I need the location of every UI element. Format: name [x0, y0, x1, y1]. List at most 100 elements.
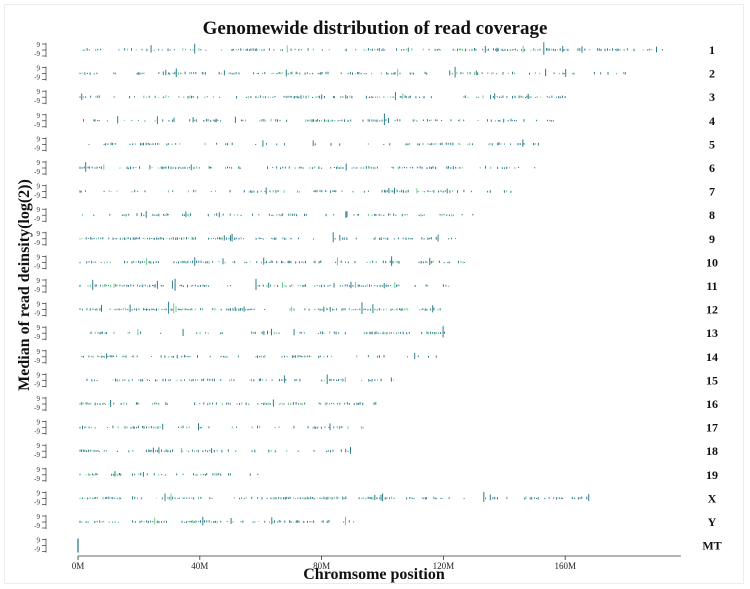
- chromosome-label: 17: [706, 421, 718, 435]
- chromosome-track-19: 9-9 19: [34, 466, 718, 483]
- y-tick-label: 9: [37, 112, 41, 120]
- chromosome-track-6: 9-9 6: [34, 159, 715, 176]
- y-tick-label: 9: [37, 442, 41, 450]
- y-tick-label: -9: [34, 121, 40, 129]
- y-tick-label: -9: [34, 404, 40, 412]
- y-tick-label: 9: [37, 135, 41, 143]
- chromosome-track-x: 9-9 X: [34, 489, 717, 506]
- y-tick-label: 9: [37, 183, 41, 191]
- y-tick-label: 9: [37, 277, 41, 285]
- y-tick-label: 9: [37, 489, 41, 497]
- chromosome-track-10: 9-9 10: [34, 253, 718, 270]
- y-tick-label: -9: [34, 333, 40, 341]
- x-tick-label: 160M: [554, 561, 576, 571]
- y-tick-label: 9: [37, 88, 41, 96]
- chromosome-label: 9: [709, 232, 715, 246]
- y-tick-label: -9: [34, 498, 40, 506]
- y-tick-label: -9: [34, 357, 40, 365]
- chromosome-label: 10: [706, 255, 718, 269]
- y-tick-label: -9: [34, 451, 40, 459]
- chromosome-track-12: 9-9 12: [34, 301, 718, 318]
- x-tick-label: 40M: [191, 561, 208, 571]
- y-tick-label: -9: [34, 546, 40, 554]
- chromosome-track-8: 9-9 8: [34, 206, 715, 223]
- chromosome-track-15: 9-9 15: [34, 371, 718, 388]
- chromosome-track-y: 9-9 Y: [34, 513, 717, 530]
- y-tick-label: 9: [37, 159, 41, 167]
- chromosome-label: X: [708, 491, 717, 505]
- chromosome-track-9: 9-9 9: [34, 230, 715, 247]
- y-tick-label: 9: [37, 206, 41, 214]
- y-tick-label: 9: [37, 466, 41, 474]
- y-tick-label: 9: [37, 253, 41, 261]
- chart-border: [4, 4, 744, 584]
- chromosome-track-17: 9-9 17: [34, 419, 718, 436]
- y-tick-label: 9: [37, 395, 41, 403]
- y-tick-label: 9: [37, 65, 41, 73]
- chromosome-track-4: 9-9 4: [34, 112, 715, 129]
- y-tick-label: -9: [34, 74, 40, 82]
- chromosome-track-11: 9-9 11: [34, 277, 718, 294]
- chromosome-track-14: 9-9 14: [34, 348, 718, 365]
- y-tick-label: -9: [34, 168, 40, 176]
- y-tick-label: -9: [34, 286, 40, 294]
- chromosome-label: 15: [706, 373, 718, 387]
- chromosome-label: 11: [706, 279, 717, 293]
- chromosome-tracks: 9-9 19-9 29-9 39-9 49-9 59-9 69-9 79-9 89-9 99-9 1…: [34, 41, 722, 554]
- x-tick-label: 120M: [433, 561, 455, 571]
- y-tick-label: 9: [37, 301, 41, 309]
- chromosome-label: 6: [709, 161, 715, 175]
- y-tick-label: 9: [37, 371, 41, 379]
- chromosome-track-18: 9-9 18: [34, 442, 718, 459]
- chromosome-label: 1: [709, 43, 715, 57]
- chromosome-track-16: 9-9 16: [34, 395, 718, 412]
- y-tick-label: -9: [34, 428, 40, 436]
- chromosome-label: MT: [702, 539, 721, 553]
- y-tick-label: -9: [34, 50, 40, 58]
- chromosome-label: 2: [709, 67, 715, 81]
- y-tick-label: -9: [34, 239, 40, 247]
- y-tick-label: -9: [34, 310, 40, 318]
- chromosome-label: 5: [709, 137, 715, 151]
- y-tick-label: -9: [34, 380, 40, 388]
- chromosome-label: 13: [706, 326, 718, 340]
- chromosome-track-7: 9-9 7: [34, 183, 715, 200]
- y-tick-label: -9: [34, 262, 40, 270]
- chromosome-label: 7: [709, 185, 715, 199]
- chart-title: Genomewide distribution of read coverage: [202, 18, 548, 39]
- chromosome-label: 18: [706, 444, 718, 458]
- y-tick-label: 9: [37, 419, 41, 427]
- chromosome-label: 4: [709, 114, 715, 128]
- y-tick-label: 9: [37, 348, 41, 356]
- x-tick-label: 0M: [72, 561, 85, 571]
- chromosome-track-1: 9-9 1: [34, 41, 715, 58]
- y-tick-label: 9: [37, 230, 41, 238]
- chromosome-label: 3: [709, 90, 715, 104]
- x-axis: 0M 40M 80M 120M 160M: [72, 555, 681, 571]
- y-tick-label: 9: [37, 324, 41, 332]
- chromosome-track-13: 9-9 13: [34, 324, 718, 341]
- y-tick-label: 9: [37, 513, 41, 521]
- chromosome-label: 19: [706, 468, 718, 482]
- y-tick-label: -9: [34, 144, 40, 152]
- chromosome-label: 14: [706, 350, 718, 364]
- y-tick-label: -9: [34, 215, 40, 223]
- chromosome-label: 12: [706, 303, 718, 317]
- x-axis-label-text: Chromsome position: [303, 566, 445, 583]
- y-tick-label: -9: [34, 97, 40, 105]
- chromosome-track-2: 9-9 2: [34, 65, 715, 82]
- y-tick-label: -9: [34, 475, 40, 483]
- y-tick-label: -9: [34, 192, 40, 200]
- chromosome-track-3: 9-9 3: [34, 88, 715, 105]
- y-tick-label: 9: [37, 41, 41, 49]
- chromosome-label: Y: [708, 515, 717, 529]
- chromosome-track-mt: 9-9 MT: [34, 537, 722, 554]
- y-tick-label: -9: [34, 522, 40, 530]
- y-tick-label: 9: [37, 537, 41, 545]
- chromosome-track-5: 9-9 5: [34, 135, 715, 152]
- x-tick-label: 80M: [313, 561, 330, 571]
- chromosome-label: 8: [709, 208, 715, 222]
- chromosome-label: 16: [706, 397, 718, 411]
